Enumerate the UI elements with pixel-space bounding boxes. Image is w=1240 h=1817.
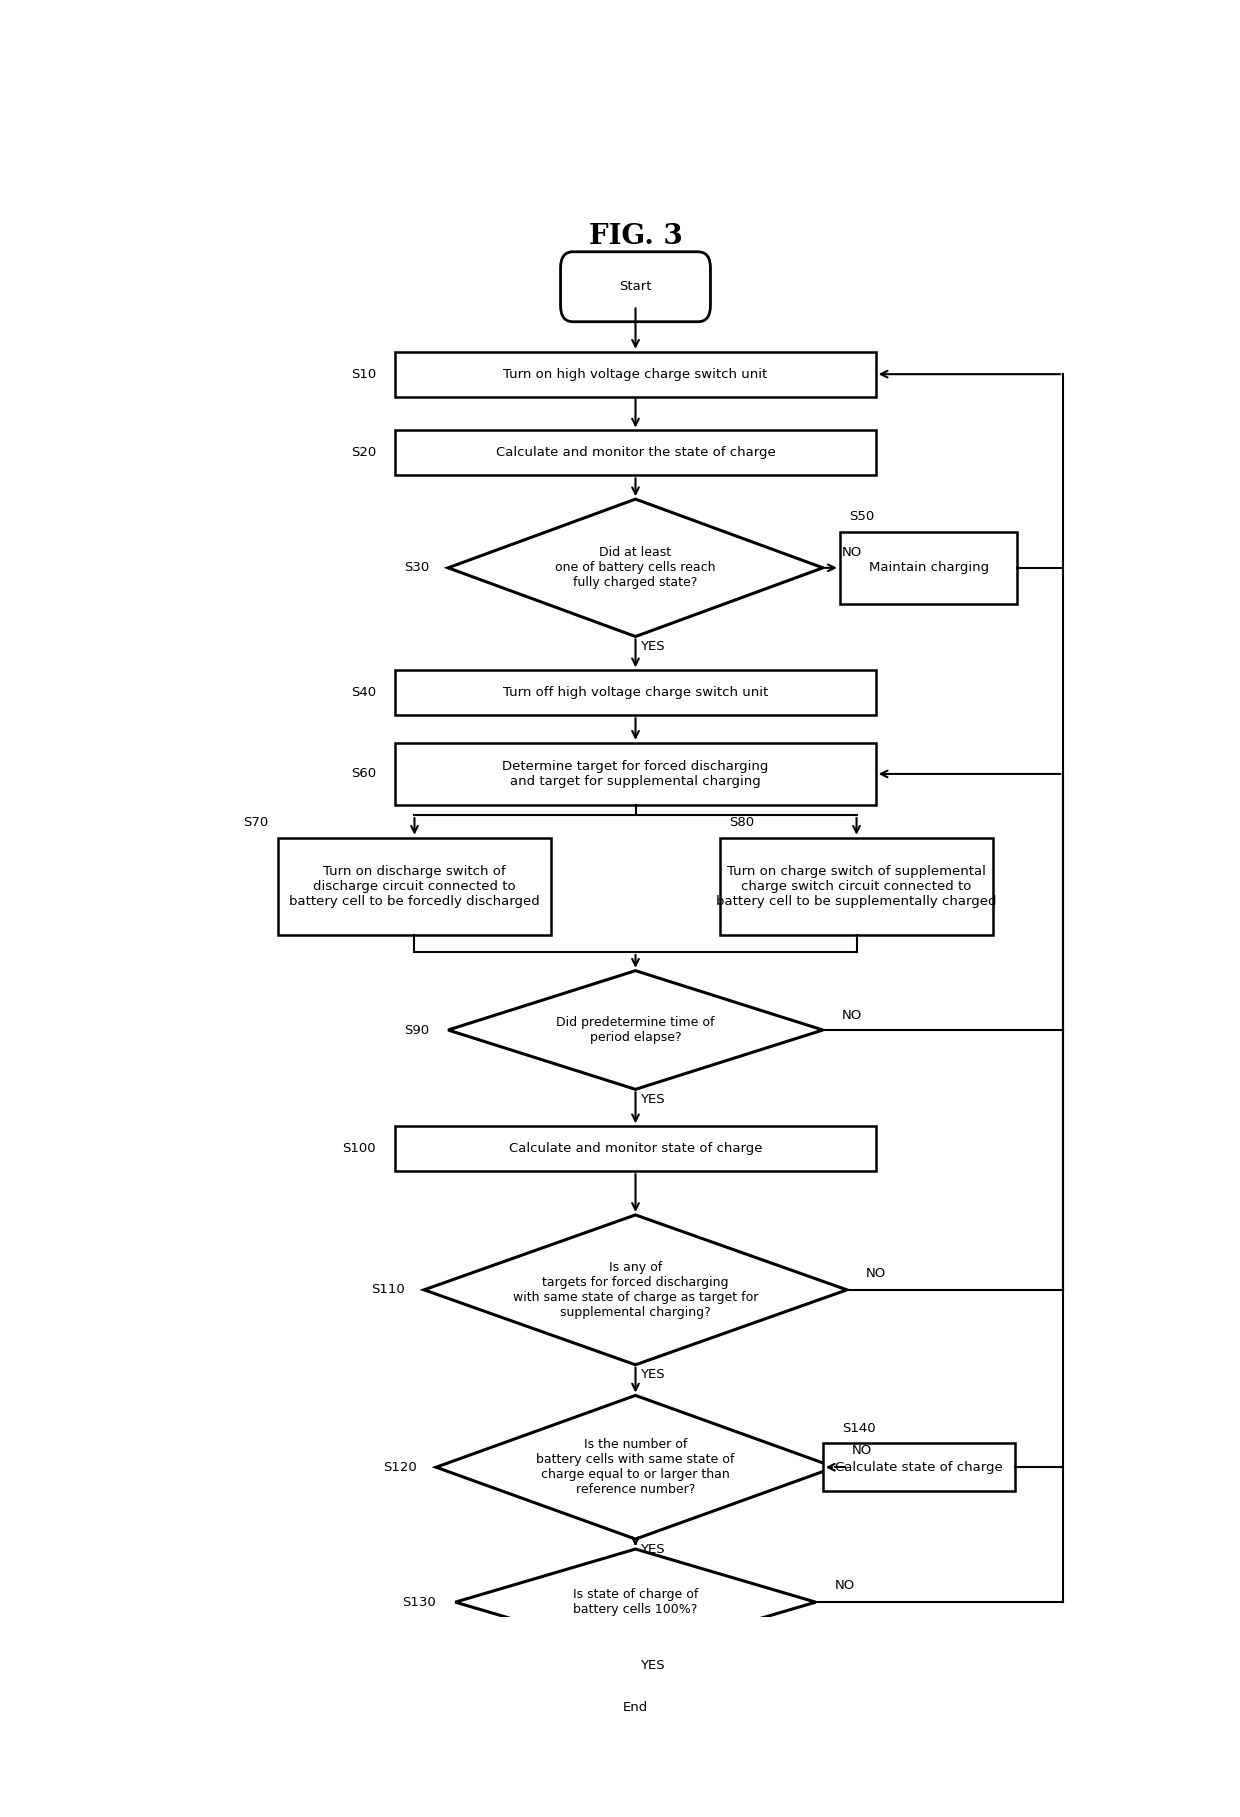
Text: Is the number of
battery cells with same state of
charge equal to or larger than: Is the number of battery cells with same… [537,1439,734,1495]
Text: NO: NO [866,1266,885,1281]
Text: S140: S140 [842,1423,875,1435]
Text: Turn on high voltage charge switch unit: Turn on high voltage charge switch unit [503,367,768,382]
FancyBboxPatch shape [560,1672,711,1743]
Polygon shape [436,1395,835,1539]
Bar [396,743,875,805]
Text: S60: S60 [351,767,376,781]
Text: Did predetermine time of
period elapse?: Did predetermine time of period elapse? [557,1016,714,1045]
Text: Turn on discharge switch of
discharge circuit connected to
battery cell to be fo: Turn on discharge switch of discharge ci… [289,865,539,908]
Text: YES: YES [641,1368,665,1381]
Bar [396,352,875,396]
Text: FIG. 3: FIG. 3 [589,223,682,251]
Bar [839,532,1018,603]
Text: Calculate state of charge: Calculate state of charge [835,1461,1003,1474]
Text: S90: S90 [404,1023,429,1036]
Text: S50: S50 [849,511,874,523]
Text: Calculate and monitor state of charge: Calculate and monitor state of charge [508,1143,763,1156]
Polygon shape [448,500,823,636]
Text: S100: S100 [342,1143,376,1156]
Text: S110: S110 [371,1283,404,1296]
Text: Is state of charge of
battery cells 100%?: Is state of charge of battery cells 100%… [573,1588,698,1615]
Text: Determine target for forced discharging
and target for supplemental charging: Determine target for forced discharging … [502,760,769,789]
Text: Start: Start [619,280,652,293]
Text: S20: S20 [351,447,376,460]
Text: S70: S70 [243,816,268,829]
Text: YES: YES [641,640,665,652]
Text: S30: S30 [404,561,429,574]
Text: Did at least
one of battery cells reach
fully charged state?: Did at least one of battery cells reach … [556,547,715,589]
Text: NO: NO [835,1579,854,1592]
Polygon shape [424,1216,847,1365]
Bar [396,670,875,716]
Text: S80: S80 [729,816,754,829]
Text: YES: YES [641,1659,665,1672]
Bar [719,838,993,936]
Text: Calculate and monitor the state of charge: Calculate and monitor the state of charg… [496,447,775,460]
Text: S10: S10 [351,367,376,382]
Text: NO: NO [842,547,862,560]
FancyBboxPatch shape [560,253,711,322]
Text: S130: S130 [402,1595,436,1608]
Text: S120: S120 [383,1461,417,1474]
Text: Turn on charge switch of supplemental
charge switch circuit connected to
battery: Turn on charge switch of supplemental ch… [717,865,997,908]
Bar [396,431,875,476]
Text: End: End [622,1701,649,1713]
Text: Is any of
targets for forced discharging
with same state of charge as target for: Is any of targets for forced discharging… [513,1261,758,1319]
Text: NO: NO [852,1445,872,1457]
Text: NO: NO [842,1008,862,1021]
Bar [396,1127,875,1172]
Text: Turn off high voltage charge switch unit: Turn off high voltage charge switch unit [503,687,768,700]
Bar [278,838,552,936]
Polygon shape [448,970,823,1090]
Text: S40: S40 [351,687,376,700]
Text: YES: YES [641,1092,665,1107]
Text: Maintain charging: Maintain charging [868,561,988,574]
Bar [823,1443,1016,1492]
Text: YES: YES [641,1543,665,1555]
Polygon shape [455,1550,816,1655]
